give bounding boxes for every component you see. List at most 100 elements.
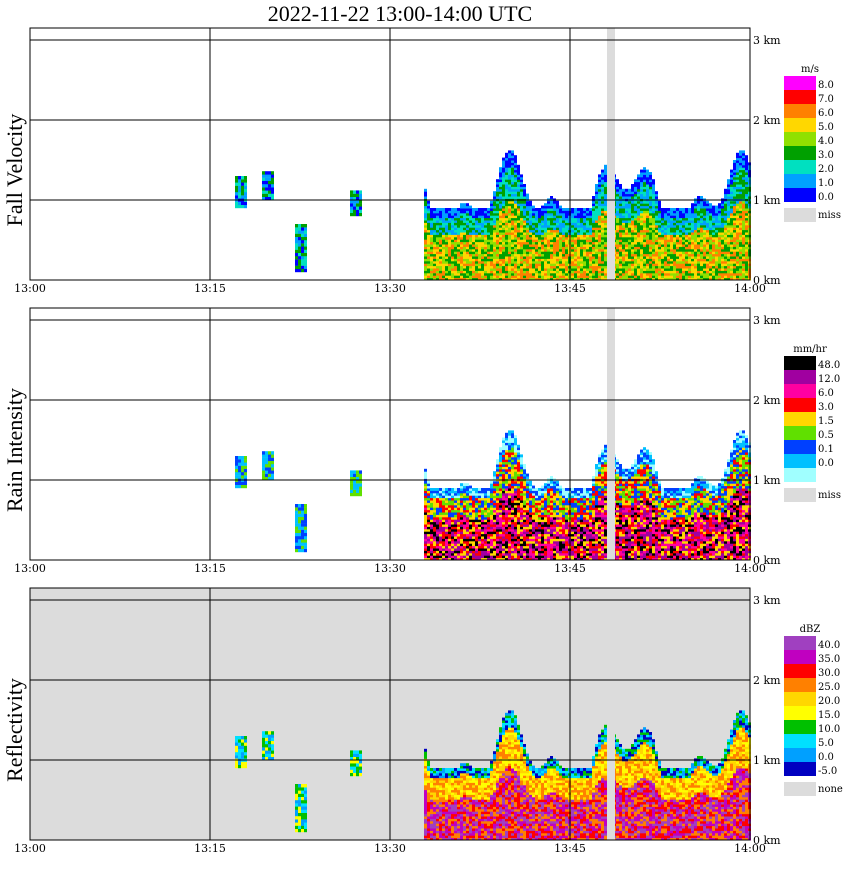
echo-cell xyxy=(350,194,353,197)
echo-cell xyxy=(682,208,685,211)
echo-cell xyxy=(235,186,238,189)
echo-cell xyxy=(271,181,274,184)
echo-cell xyxy=(559,206,562,209)
echo-cell xyxy=(268,178,271,181)
echo-cell xyxy=(271,190,274,193)
colorbar-swatch xyxy=(784,188,816,202)
echo-cell xyxy=(661,208,664,211)
echo-cell xyxy=(733,160,736,163)
x-tick-label: 13:00 xyxy=(14,282,46,295)
echo-cell xyxy=(359,194,362,197)
echo-cell xyxy=(295,240,298,243)
echo-cell xyxy=(667,208,670,211)
echo-cell xyxy=(301,224,304,227)
echo-cell xyxy=(359,206,362,209)
colorbar-level: 6.0 xyxy=(818,108,834,119)
echo-cell xyxy=(304,227,307,230)
echo-cell xyxy=(298,237,301,240)
colorbar-level: 8.0 xyxy=(818,80,834,91)
echo-cell xyxy=(664,208,667,211)
echo-cell xyxy=(649,172,652,175)
echo-cell xyxy=(295,250,298,253)
echo-cell xyxy=(718,203,721,206)
echo-cell xyxy=(697,196,700,199)
echo-cell xyxy=(574,208,577,211)
echo-cell xyxy=(235,192,238,195)
echo-cell xyxy=(301,243,304,246)
colorbar-unit: m/s xyxy=(801,64,819,75)
echo-cell xyxy=(235,195,238,198)
echo-cell xyxy=(241,179,244,182)
echo-cell xyxy=(637,174,640,177)
echo-cell xyxy=(268,187,271,190)
x-tick-label: 13:15 xyxy=(194,282,226,295)
echo-cell xyxy=(265,178,268,181)
echo-cell xyxy=(640,170,643,173)
echo-cell xyxy=(586,208,589,211)
echo-cell xyxy=(295,234,298,237)
echo-cell xyxy=(268,171,271,174)
echo-cell xyxy=(592,196,595,199)
echo-cell xyxy=(673,208,676,211)
echo-cell xyxy=(298,243,301,246)
echo-cell xyxy=(430,208,433,211)
echo-cell xyxy=(490,201,493,204)
echo-cell xyxy=(262,187,265,190)
echo-cell xyxy=(679,208,682,211)
echo-cell xyxy=(353,210,356,213)
echo-cell xyxy=(298,256,301,259)
echo-cell xyxy=(350,210,353,213)
echo-cell xyxy=(295,237,298,240)
echo-cell xyxy=(295,256,298,259)
echo-cell xyxy=(298,227,301,230)
echo-cell xyxy=(424,469,427,472)
echo-cell xyxy=(244,205,247,208)
echo-cell xyxy=(301,250,304,253)
echo-cell xyxy=(493,471,496,474)
echo-cell xyxy=(359,210,362,213)
echo-cell xyxy=(304,243,307,246)
y-tick-label: 2 km xyxy=(753,114,781,127)
echo-cell xyxy=(523,184,526,187)
echo-cell xyxy=(463,483,466,486)
echo-cell xyxy=(709,203,712,206)
echo-cell xyxy=(301,269,304,272)
echo-cell xyxy=(268,194,271,197)
echo-cell xyxy=(472,488,475,491)
echo-cell xyxy=(481,488,484,491)
echo-cell xyxy=(298,250,301,253)
echo-cell xyxy=(268,190,271,193)
echo-cell xyxy=(571,208,574,211)
colorbar-level: 2.0 xyxy=(818,164,834,175)
echo-cell xyxy=(502,158,505,161)
echo-cell xyxy=(241,205,244,208)
echo-cell xyxy=(448,208,451,211)
echo-cell xyxy=(433,208,436,211)
echo-cell xyxy=(700,196,703,199)
echo-cell xyxy=(298,240,301,243)
echo-cell xyxy=(238,186,241,189)
echo-cell xyxy=(460,203,463,206)
echo-cell xyxy=(268,181,271,184)
echo-cell xyxy=(244,195,247,198)
echo-cell xyxy=(715,206,718,209)
echo-cell xyxy=(742,150,745,153)
echo-cell xyxy=(235,179,238,182)
echo-cell xyxy=(298,253,301,256)
echo-cell xyxy=(622,189,625,192)
y-tick-label: 0 km xyxy=(753,274,781,287)
echo-cell xyxy=(265,171,268,174)
echo-cell xyxy=(730,170,733,173)
echo-cell xyxy=(304,262,307,265)
echo-cell xyxy=(350,213,353,216)
echo-cell xyxy=(499,167,502,170)
echo-cell xyxy=(356,203,359,206)
echo-cell xyxy=(241,186,244,189)
echo-cell xyxy=(298,262,301,265)
echo-cell xyxy=(304,256,307,259)
echo-cell xyxy=(235,176,238,179)
echo-cell xyxy=(445,208,448,211)
echo-cell xyxy=(359,203,362,206)
echo-cell xyxy=(544,203,547,206)
